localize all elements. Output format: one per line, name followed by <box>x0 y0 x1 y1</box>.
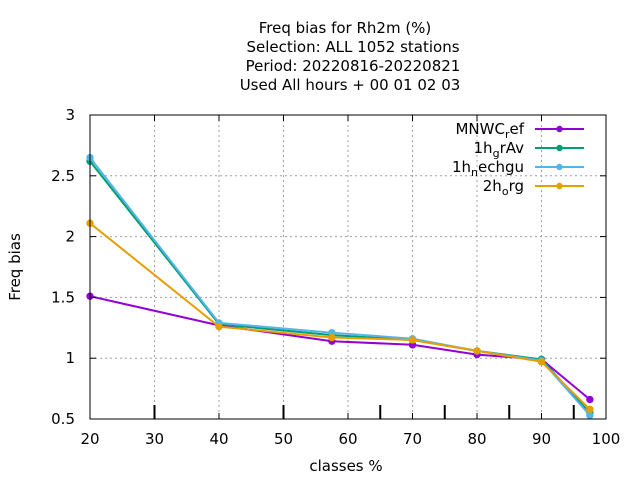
y-tick-label: 1 <box>65 349 75 367</box>
y-axis-label: Freq bias <box>6 233 24 301</box>
legend-label: 2horg <box>483 177 524 198</box>
title-line-1: Freq bias for Rh2m (%) <box>259 19 432 37</box>
data-point <box>408 336 417 344</box>
x-tick-label: 20 <box>80 430 99 448</box>
legend-label: 1hgrAv <box>474 139 525 160</box>
x-axis-label: classes % <box>309 457 382 475</box>
legend-label: 1hnechgu <box>452 158 524 179</box>
series-MNWC_ref <box>86 292 594 404</box>
series-line <box>89 160 591 414</box>
data-point <box>328 333 336 342</box>
legend-entry: MNWCref <box>455 120 584 141</box>
x-tick-label: 60 <box>338 430 357 448</box>
bottom-tick-marks <box>153 405 575 419</box>
x-tick-label: 50 <box>274 430 293 448</box>
legend-marker <box>556 182 563 190</box>
title-line-4: Used All hours + 00 01 02 03 <box>240 76 461 94</box>
grid <box>90 115 606 419</box>
series-1h_grAv <box>86 157 594 417</box>
x-tick-label: 40 <box>209 430 228 448</box>
series-2h_org <box>86 219 594 413</box>
legend-marker <box>556 144 563 152</box>
x-tick-label: 100 <box>592 430 621 448</box>
x-tick-labels: 20 30 40 50 60 70 80 90 100 <box>80 430 620 448</box>
x-tick-label: 70 <box>403 430 422 448</box>
x-tick-label: 80 <box>467 430 486 448</box>
series-line <box>89 222 591 411</box>
data-point <box>586 405 594 413</box>
y-tick-label: 2.5 <box>51 167 75 185</box>
legend-entry: 1hgrAv <box>474 139 584 160</box>
title-line-3: Period: 20220816-20220821 <box>246 57 461 75</box>
legend-marker <box>556 125 563 133</box>
legend-entry: 1hnechgu <box>452 158 584 179</box>
data-point <box>473 347 481 355</box>
chart-title: Freq bias for Rh2m (%) Selection: ALL 10… <box>240 19 461 94</box>
legend-label: MNWCref <box>455 120 524 141</box>
series-line <box>89 156 591 417</box>
legend-marker <box>556 163 563 171</box>
data-point <box>215 322 223 331</box>
y-tick-label: 3 <box>65 106 75 124</box>
y-tick-label: 0.5 <box>51 410 75 428</box>
y-tick-labels: 0.5 1 1.5 2 2.5 3 <box>51 106 75 428</box>
legend-entry: 2horg <box>483 177 584 198</box>
data-point <box>586 395 594 404</box>
plot-series <box>86 153 594 420</box>
data-point <box>586 411 594 420</box>
y-tick-label: 1.5 <box>51 288 75 306</box>
y-tick-label: 2 <box>65 228 75 246</box>
title-line-2: Selection: ALL 1052 stations <box>246 38 459 56</box>
x-tick-label: 30 <box>145 430 164 448</box>
data-point <box>537 358 546 366</box>
x-tick-label: 90 <box>532 430 551 448</box>
series-line <box>89 295 591 401</box>
